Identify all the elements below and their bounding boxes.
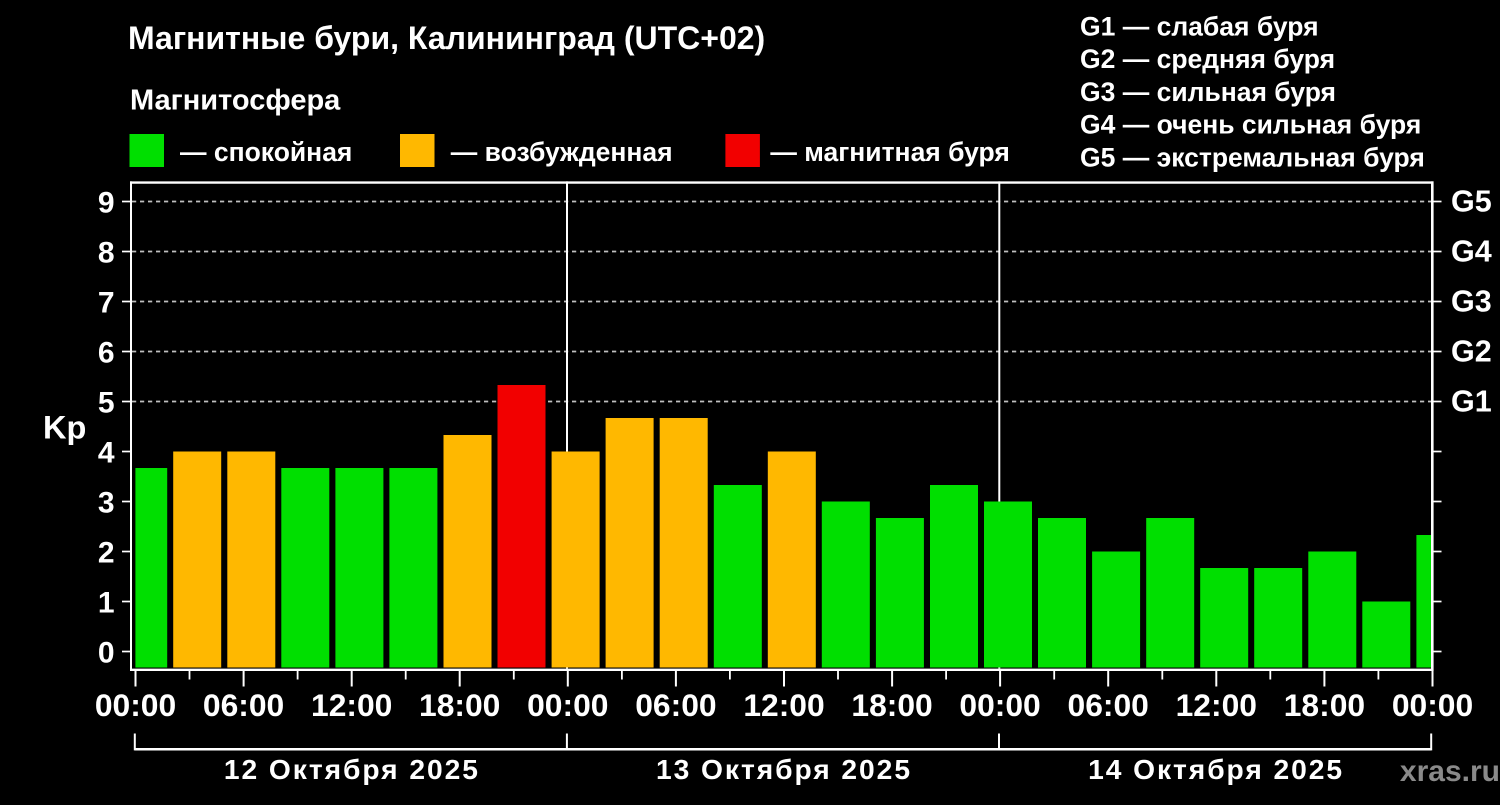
svg-text:00:00: 00:00 (959, 687, 1040, 723)
svg-text:G5 — экстремальная буря: G5 — экстремальная буря (1080, 142, 1425, 172)
svg-text:G2: G2 (1451, 335, 1492, 369)
svg-text:G4 — очень сильная буря: G4 — очень сильная буря (1080, 110, 1421, 140)
svg-text:G3: G3 (1451, 285, 1492, 319)
svg-text:2: 2 (98, 537, 115, 570)
svg-text:xras.ru: xras.ru (1400, 755, 1500, 788)
svg-text:4: 4 (98, 437, 115, 470)
svg-text:1: 1 (98, 587, 115, 620)
svg-text:06:00: 06:00 (635, 687, 716, 723)
svg-text:3: 3 (98, 487, 115, 520)
svg-text:Магнитосфера: Магнитосфера (130, 85, 341, 117)
svg-text:06:00: 06:00 (203, 687, 284, 723)
svg-text:8: 8 (98, 237, 115, 270)
svg-text:13 Октября 2025: 13 Октября 2025 (656, 753, 910, 785)
svg-text:G1: G1 (1451, 385, 1492, 419)
svg-text:18:00: 18:00 (419, 687, 500, 723)
svg-text:12:00: 12:00 (743, 687, 824, 723)
svg-text:Магнитные бури, Калининград (U: Магнитные бури, Калининград (UTC+02) (128, 20, 765, 56)
svg-text:— магнитная буря: — магнитная буря (770, 137, 1009, 167)
svg-text:12:00: 12:00 (1176, 687, 1257, 723)
svg-text:6: 6 (98, 337, 115, 370)
svg-text:— возбужденная: — возбужденная (451, 137, 673, 167)
svg-text:G1 — слабая буря: G1 — слабая буря (1080, 12, 1319, 42)
svg-text:G3 — сильная буря: G3 — сильная буря (1080, 77, 1336, 107)
svg-text:06:00: 06:00 (1068, 687, 1149, 723)
svg-text:12:00: 12:00 (311, 687, 392, 723)
svg-text:G2 — средняя буря: G2 — средняя буря (1080, 44, 1335, 74)
svg-text:7: 7 (98, 287, 115, 320)
svg-text:18:00: 18:00 (851, 687, 932, 723)
svg-text:00:00: 00:00 (1392, 687, 1473, 723)
svg-text:18:00: 18:00 (1284, 687, 1365, 723)
svg-text:00:00: 00:00 (527, 687, 608, 723)
svg-text:0: 0 (98, 637, 115, 670)
svg-text:00:00: 00:00 (95, 687, 176, 723)
svg-text:Kp: Kp (43, 410, 86, 446)
svg-text:5: 5 (98, 387, 115, 420)
svg-text:12 Октября 2025: 12 Октября 2025 (224, 753, 478, 785)
svg-text:— спокойная: — спокойная (180, 137, 352, 167)
svg-text:G5: G5 (1451, 185, 1492, 219)
svg-text:9: 9 (98, 187, 115, 220)
svg-text:14 Октября 2025: 14 Октября 2025 (1088, 753, 1342, 785)
svg-text:G4: G4 (1451, 235, 1492, 269)
